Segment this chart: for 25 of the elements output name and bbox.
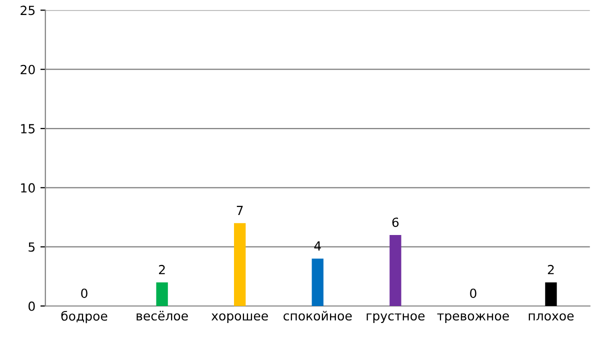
data-label: 4 — [314, 241, 321, 251]
y-tick-label: 20 — [20, 64, 35, 74]
x-tick-label: спокойное — [284, 310, 352, 321]
y-tick-label: 15 — [21, 124, 35, 134]
bar — [312, 258, 324, 306]
y-tick-label: 5 — [28, 242, 35, 252]
data-label: 2 — [158, 264, 165, 274]
bar — [156, 282, 168, 306]
y-tick-label: 10 — [21, 183, 35, 193]
x-tick-label: весёлое — [136, 310, 188, 321]
y-tick-label: 0 — [28, 301, 35, 311]
data-label: 6 — [392, 218, 399, 228]
data-label: 2 — [548, 264, 554, 274]
y-tick-label: 25 — [20, 6, 35, 16]
x-tick-label: тревожное — [437, 313, 509, 323]
x-tick-label: плохое — [528, 313, 574, 321]
bar — [390, 235, 402, 306]
bar — [234, 223, 246, 306]
data-label: 0 — [470, 288, 476, 298]
bar — [545, 282, 557, 306]
x-tick-label: грустное — [366, 313, 425, 323]
data-label: 0 — [81, 288, 88, 298]
data-label: 7 — [236, 206, 243, 216]
x-tick-label: бодрое — [61, 310, 108, 324]
x-tick-label: хорошее — [211, 313, 268, 323]
